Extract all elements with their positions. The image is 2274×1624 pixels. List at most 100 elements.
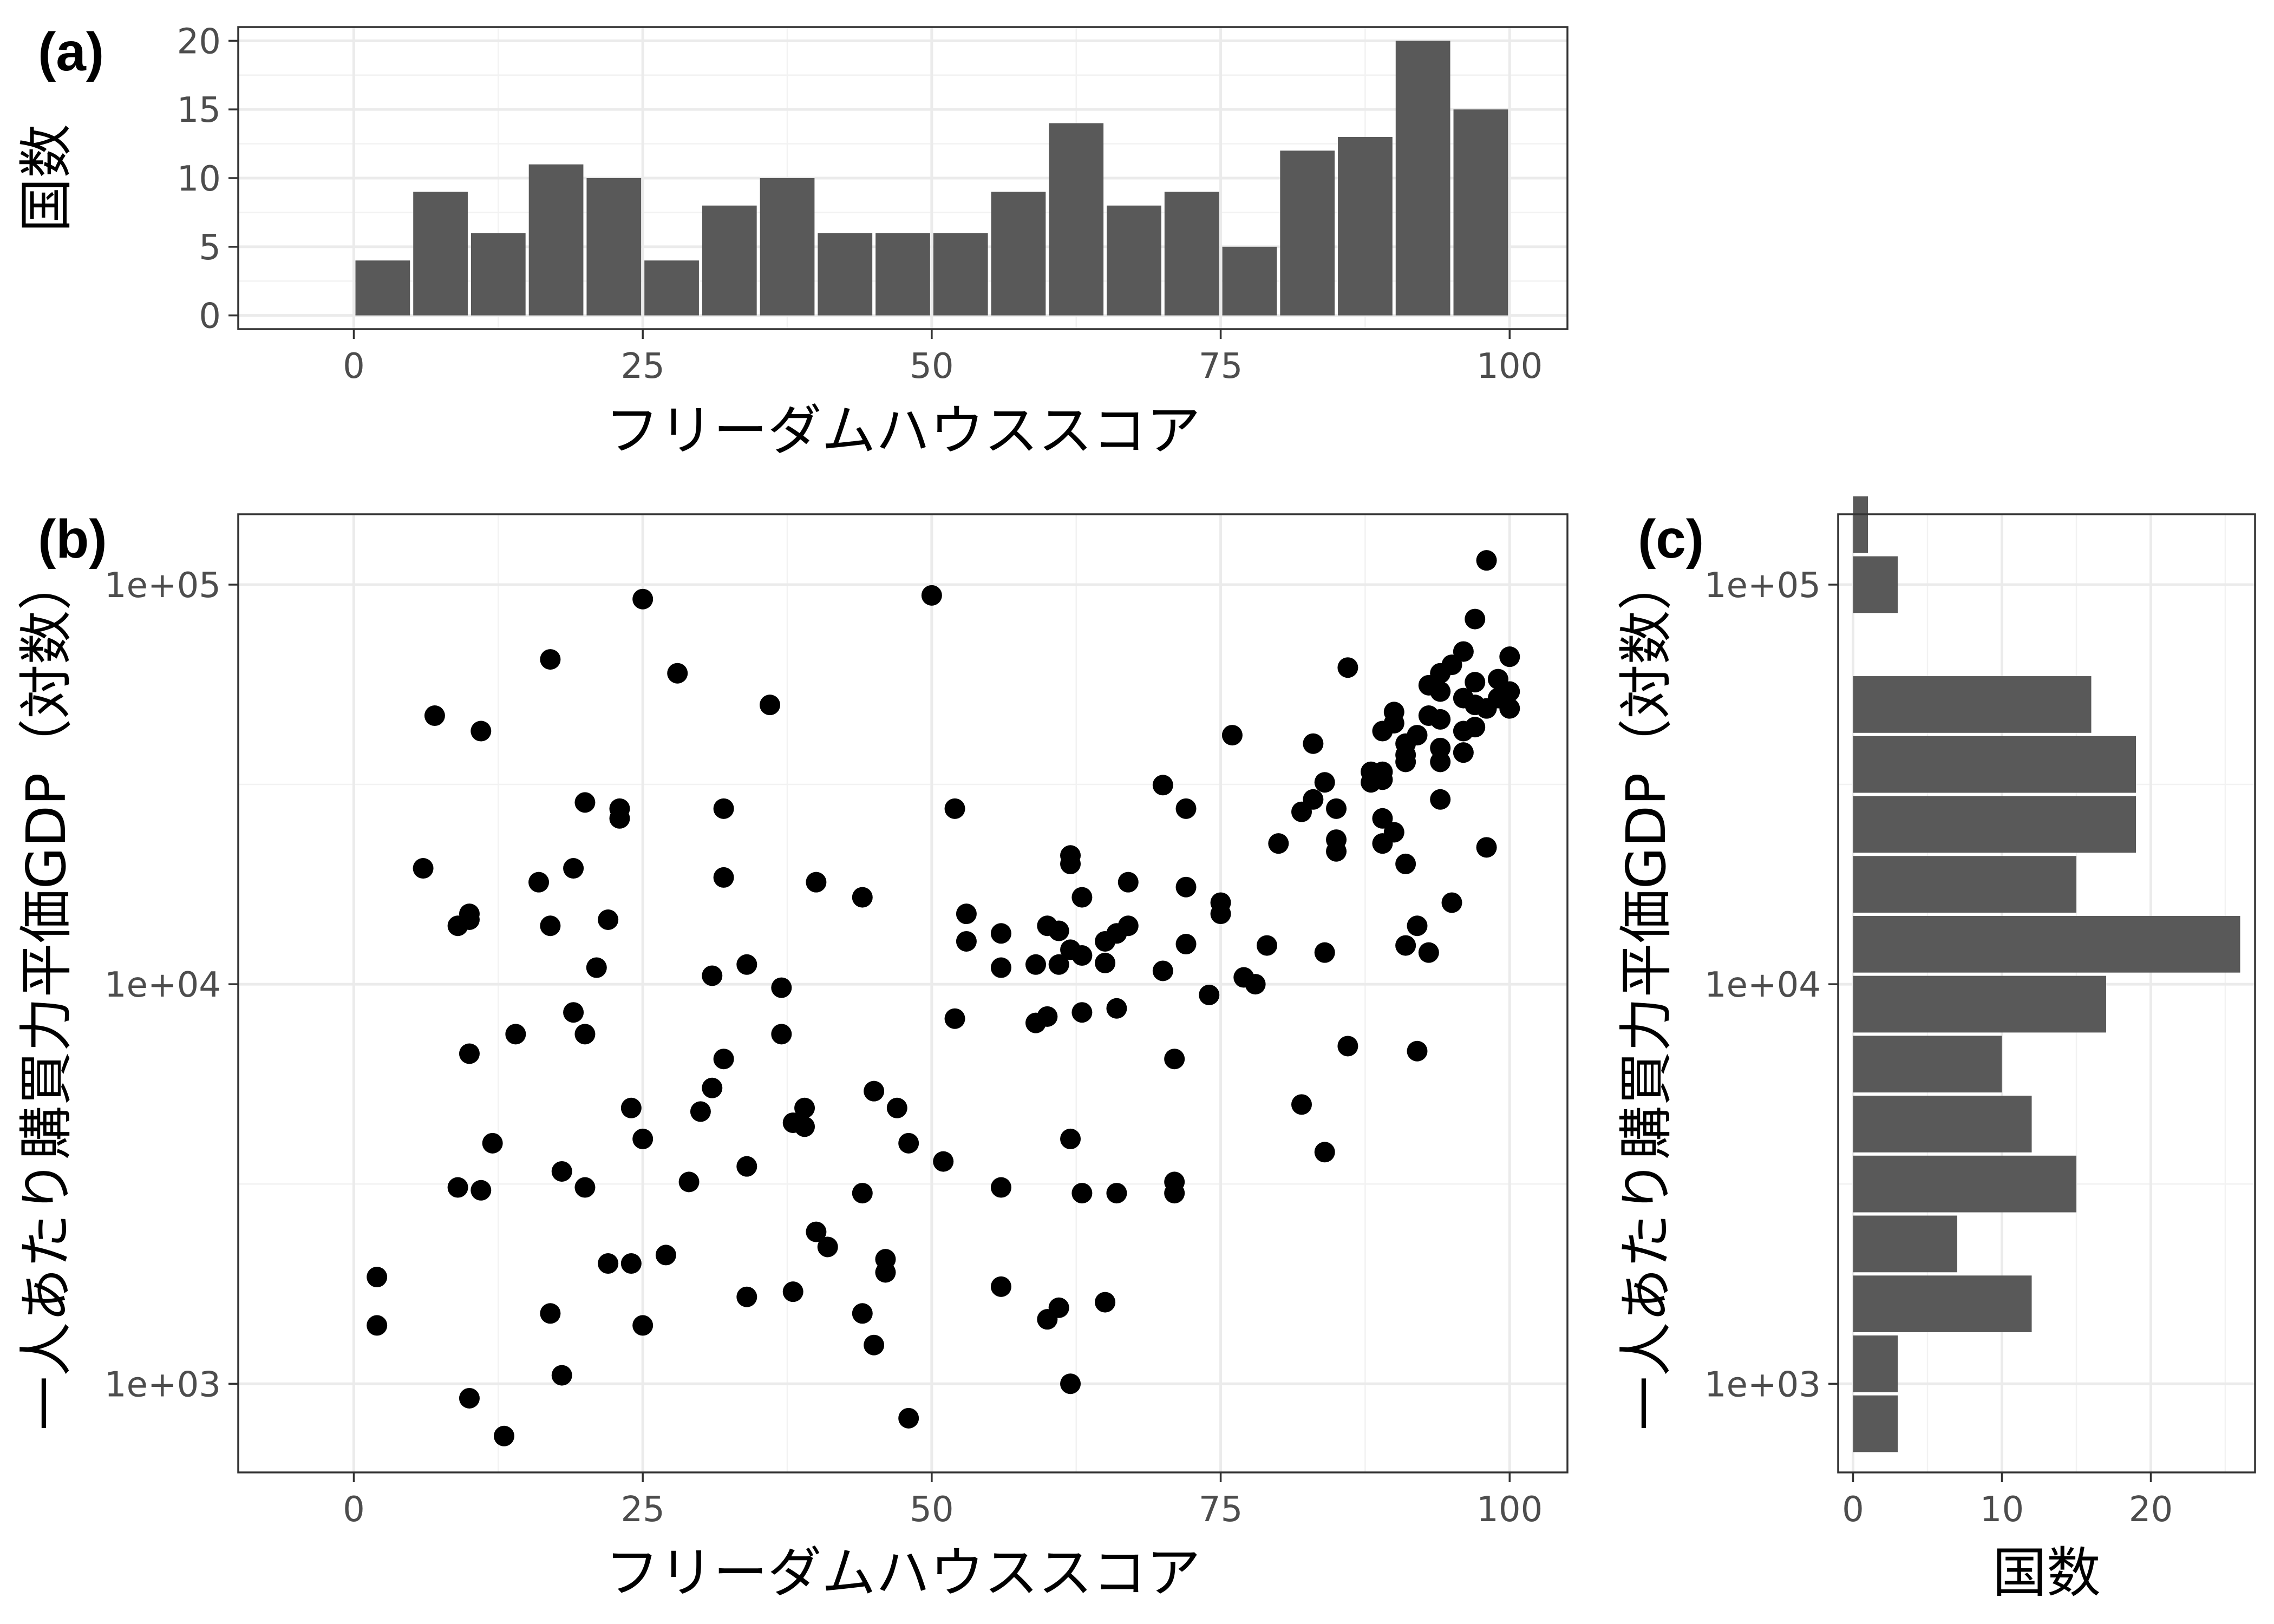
scatter-point bbox=[1256, 935, 1277, 956]
scatter-point bbox=[817, 1236, 838, 1258]
scatter-point bbox=[782, 1281, 803, 1302]
scatter-point bbox=[1383, 712, 1404, 734]
scatter-point bbox=[1476, 550, 1497, 571]
scatter-point bbox=[736, 954, 757, 975]
scatter-point bbox=[990, 923, 1011, 944]
scatter-point bbox=[459, 1387, 480, 1409]
scatter-point bbox=[933, 1151, 954, 1172]
scatter-point bbox=[1372, 769, 1393, 790]
scatter-point bbox=[551, 1161, 572, 1182]
scatter-point bbox=[367, 1267, 388, 1288]
scatter-point bbox=[794, 1097, 815, 1118]
scatter-point bbox=[1221, 725, 1243, 746]
x-axis-title: 国数 bbox=[1992, 1541, 2101, 1605]
histogram-bar bbox=[1853, 736, 2136, 793]
y-tick-label: 1e+03 bbox=[1704, 1365, 1821, 1405]
scatter-point bbox=[1268, 833, 1289, 854]
y-tick-label: 0 bbox=[199, 297, 221, 337]
panel-label: (c) bbox=[1638, 509, 1704, 569]
scatter-point bbox=[540, 1303, 561, 1324]
scatter-point bbox=[540, 915, 561, 937]
scatter-point bbox=[956, 931, 977, 952]
histogram-bar bbox=[1853, 1275, 2032, 1332]
scatter-point bbox=[1395, 853, 1416, 874]
histogram-bar bbox=[471, 233, 526, 316]
scatter-point bbox=[598, 1253, 619, 1274]
x-tick-label: 75 bbox=[1199, 346, 1243, 387]
panel-b-scatter: 0 25 50 75 100 1e+03 1e+04 1e+05 フリーダムハウススコア 一人あた… bbox=[15, 509, 1569, 1605]
scatter-point bbox=[956, 903, 977, 925]
histogram-bar bbox=[528, 164, 584, 316]
scatter-point bbox=[806, 1221, 827, 1242]
histogram-bar bbox=[1853, 796, 2136, 853]
y-tick-label: 15 bbox=[177, 90, 221, 130]
scatter-point bbox=[1048, 1297, 1069, 1318]
histogram-bar bbox=[1853, 856, 2076, 913]
y-tick-label: 20 bbox=[177, 22, 221, 62]
scatter-point bbox=[586, 957, 607, 978]
scatter-point bbox=[1499, 698, 1520, 719]
histogram-bar bbox=[1049, 123, 1104, 316]
histogram-bar bbox=[1853, 556, 1898, 613]
scatter-point bbox=[563, 858, 584, 879]
scatter-point bbox=[852, 1183, 873, 1204]
x-tick-label: 10 bbox=[1980, 1490, 2024, 1530]
scatter-point bbox=[713, 867, 734, 888]
histogram-bar bbox=[1853, 496, 1868, 553]
scatter-point bbox=[1465, 717, 1486, 738]
scatter-point bbox=[563, 1002, 584, 1023]
scatter-point bbox=[736, 1286, 757, 1307]
scatter-point bbox=[1441, 892, 1462, 913]
scatter-point bbox=[655, 1245, 676, 1266]
y-tick-label: 1e+04 bbox=[1704, 965, 1821, 1005]
scatter-point bbox=[1476, 837, 1497, 858]
panel-border bbox=[1837, 513, 2256, 1474]
y-axis-title: 一人あたり購買力平価GDP（対数） bbox=[15, 556, 78, 1431]
scatter-point bbox=[1175, 876, 1197, 898]
scatter-point bbox=[1106, 998, 1127, 1019]
scatter-point bbox=[944, 798, 965, 819]
y-axis-title: 一人あたり購買力平価GDP（対数） bbox=[1615, 556, 1678, 1431]
scatter-point bbox=[1326, 841, 1347, 862]
y-tick-label: 1e+03 bbox=[104, 1365, 221, 1405]
scatter-point bbox=[494, 1425, 514, 1446]
scatter-point bbox=[1152, 775, 1173, 796]
y-tick-label: 1e+05 bbox=[1704, 566, 1821, 606]
scatter-point bbox=[1175, 798, 1197, 819]
histogram-bar bbox=[413, 192, 468, 316]
scatter-point bbox=[1407, 725, 1428, 746]
scatter-point bbox=[1465, 672, 1486, 693]
scatter-point bbox=[1245, 974, 1266, 995]
scatter-point bbox=[1199, 984, 1220, 1005]
histogram-bar bbox=[1853, 676, 2092, 733]
scatter-point bbox=[1118, 915, 1139, 937]
scatter-point bbox=[574, 1177, 596, 1198]
scatter-point bbox=[471, 1180, 492, 1201]
scatter-point bbox=[632, 1315, 654, 1336]
scatter-point bbox=[471, 721, 492, 742]
scatter-point bbox=[1430, 709, 1451, 730]
scatter-point bbox=[1314, 1142, 1335, 1163]
scatter-point bbox=[1071, 887, 1093, 908]
scatter-point bbox=[1314, 942, 1335, 963]
scatter-point bbox=[540, 649, 561, 670]
scatter-point bbox=[864, 1081, 885, 1102]
scatter-point bbox=[898, 1407, 919, 1429]
scatter-point bbox=[875, 1262, 896, 1283]
scatter-point bbox=[367, 1315, 388, 1336]
scatter-point bbox=[459, 1043, 480, 1064]
scatter-point bbox=[1071, 1183, 1093, 1204]
scatter-point bbox=[690, 1101, 711, 1122]
histogram-bar bbox=[1164, 192, 1219, 316]
scatter-point bbox=[864, 1334, 885, 1355]
scatter-point bbox=[1060, 1373, 1081, 1394]
scatter-point bbox=[1164, 1183, 1185, 1204]
histogram-bar bbox=[702, 205, 757, 316]
scatter-point bbox=[424, 705, 445, 726]
scatter-point bbox=[598, 909, 619, 931]
x-tick-label: 100 bbox=[1476, 346, 1543, 387]
scatter-point bbox=[1465, 608, 1486, 630]
x-tick-label: 20 bbox=[2129, 1490, 2173, 1530]
scatter-point bbox=[852, 1303, 873, 1324]
